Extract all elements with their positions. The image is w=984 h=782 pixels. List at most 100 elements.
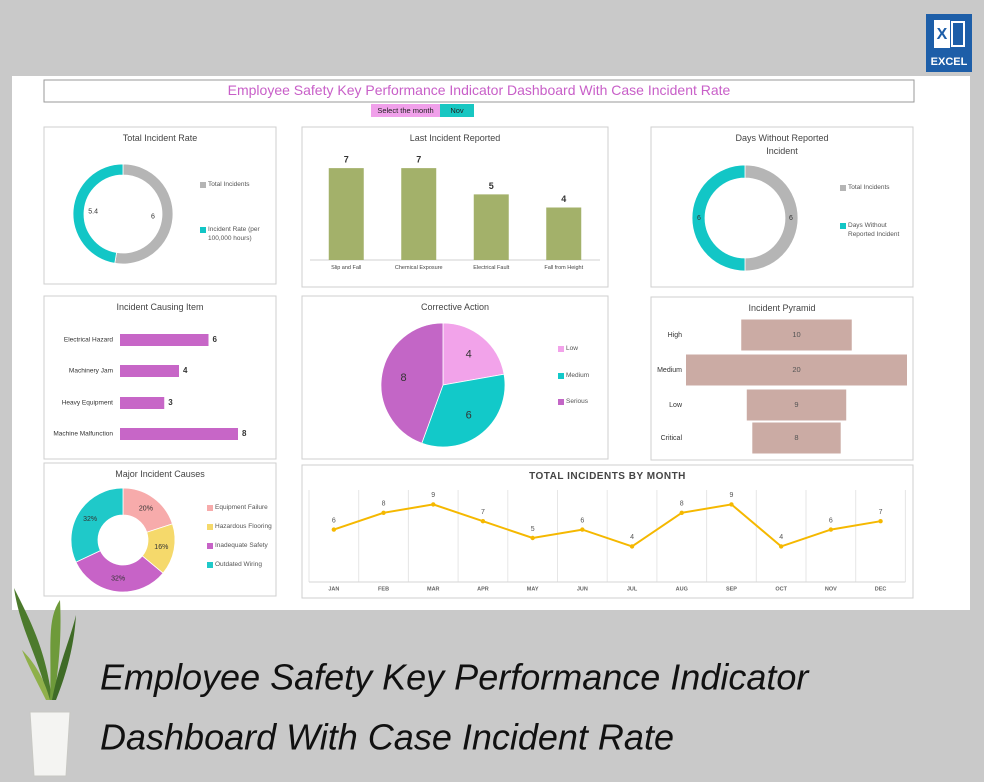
- chart-title: Major Incident Causes: [115, 469, 205, 479]
- x-tick-label-box: Fall from Height: [544, 265, 583, 271]
- bar: [746, 389, 847, 421]
- data-label: 8: [680, 501, 684, 508]
- data-label: 7: [344, 155, 349, 165]
- chart-title: Incident Causing Item: [116, 302, 204, 312]
- x-tick-label: Electrical Fault: [473, 265, 510, 271]
- chart-title-box: Days Without Reported Incident: [735, 133, 829, 156]
- legend-label: Incident Rate (per 100,000 hours): [208, 226, 260, 242]
- data-label: 6: [213, 335, 218, 344]
- chart-title: Last Incident Reported: [409, 133, 501, 143]
- data-label: 6: [466, 410, 472, 422]
- legend-label: Inadequate Safety: [215, 542, 268, 549]
- legend-label-box: Hazardous Flooring: [215, 523, 272, 530]
- chart-title-box: Incident Causing Item: [116, 302, 204, 312]
- data-label: 20%: [139, 505, 153, 512]
- data-label: 10: [792, 330, 800, 339]
- leaf: [52, 615, 76, 700]
- data-label: 20: [792, 365, 800, 374]
- chart-title: Incident Pyramid: [748, 303, 816, 313]
- point: [778, 544, 784, 549]
- data-label: 6: [580, 517, 584, 524]
- chart-title: Days Without Reported Incident: [735, 133, 829, 156]
- chart-title-box: Major Incident Causes: [115, 469, 205, 479]
- legend-label-box: Total Incidents: [208, 181, 250, 188]
- legend-marker: [200, 182, 206, 188]
- legend-marker: [200, 227, 206, 233]
- chart-title-box: Incident Pyramid: [748, 303, 816, 313]
- point: [729, 502, 734, 507]
- x-tick-label: JUN: [577, 586, 588, 592]
- month-label-box: [371, 104, 440, 117]
- x-tick-label: JUL: [627, 586, 638, 592]
- excel-icon-box: [934, 20, 950, 48]
- legend-label: Total Incidents: [848, 184, 890, 191]
- legend-label-box: Inadequate Safety: [215, 542, 268, 549]
- legend-label-box: Serious: [566, 398, 589, 405]
- caption-line: Employee Safety Key Performance Indicato…: [100, 657, 810, 698]
- data-label: 7: [879, 509, 883, 516]
- y-tick-label: Machine Malfunction: [53, 431, 113, 438]
- legend-label-box: Incident Rate (per 100,000 hours): [208, 226, 260, 242]
- data-label: 4: [183, 366, 188, 375]
- slice: [70, 487, 124, 563]
- line: [333, 503, 881, 548]
- data-label: 6: [151, 213, 155, 220]
- point: [828, 527, 834, 532]
- legend-label: Days Without Reported Incident: [848, 222, 900, 238]
- x-tick-label: MAR: [427, 586, 440, 592]
- bar: [741, 319, 852, 351]
- legend-label: Low: [566, 345, 578, 352]
- data-label: 32%: [111, 576, 125, 583]
- slice: [442, 322, 505, 386]
- legend-label-box: Low: [566, 345, 578, 352]
- x-tick-label: APR: [477, 586, 489, 592]
- excel-icon-sheet: [951, 21, 965, 47]
- point: [629, 544, 635, 549]
- chart-title: Total Incident Rate: [122, 133, 198, 143]
- data-label: 4: [561, 194, 566, 204]
- bar: [401, 168, 437, 260]
- point: [331, 527, 337, 532]
- month-value[interactable]: Nov: [450, 106, 464, 115]
- data-label: 5.4: [88, 208, 98, 215]
- legend-label: Serious: [566, 398, 589, 405]
- slice: [380, 322, 444, 444]
- data-label: 32%: [83, 516, 97, 523]
- data-label: 6: [697, 215, 701, 222]
- legend-label: Medium: [566, 372, 590, 379]
- slice: [421, 373, 506, 448]
- legend-marker: [207, 562, 213, 568]
- x-tick-label: MAY: [527, 586, 539, 592]
- chart-title: TOTAL INCIDENTS BY MONTH: [529, 471, 686, 482]
- legend-label: Total Incidents: [208, 181, 250, 188]
- x-tick-label-box: Slip and Fall: [331, 265, 361, 271]
- x-tick-label: SEP: [726, 586, 737, 592]
- data-label: 8: [401, 372, 407, 384]
- data-label: 7: [481, 509, 485, 516]
- legend-label: Outdated Wiring: [215, 561, 262, 568]
- chart-title-box: Last Incident Reported: [409, 133, 501, 143]
- data-label: 4: [630, 534, 634, 541]
- x-tick-label: Chemical Exposure: [394, 265, 443, 271]
- bar: [120, 397, 165, 409]
- legend-label-box: Total Incidents: [848, 184, 890, 191]
- y-tick-label: Machinery Jam: [69, 368, 113, 375]
- data-label: 16%: [154, 544, 168, 551]
- point: [530, 535, 535, 541]
- legend-label-box: Equipment Failure: [215, 504, 268, 511]
- point: [431, 502, 436, 507]
- chart-title-box: TOTAL INCIDENTS BY MONTH: [529, 471, 686, 482]
- data-label: 5: [531, 526, 535, 533]
- month-value-box[interactable]: [440, 104, 474, 117]
- slice: [72, 163, 124, 264]
- leaf: [22, 650, 50, 700]
- data-label: 6: [332, 517, 336, 524]
- caption-line: Dashboard With Case Incident Rate: [100, 717, 674, 758]
- point: [679, 510, 684, 515]
- bar: [120, 334, 209, 346]
- x-tick-label-box: Electrical Fault: [473, 265, 510, 271]
- point: [480, 519, 486, 524]
- plant: [14, 588, 76, 777]
- point: [580, 527, 585, 532]
